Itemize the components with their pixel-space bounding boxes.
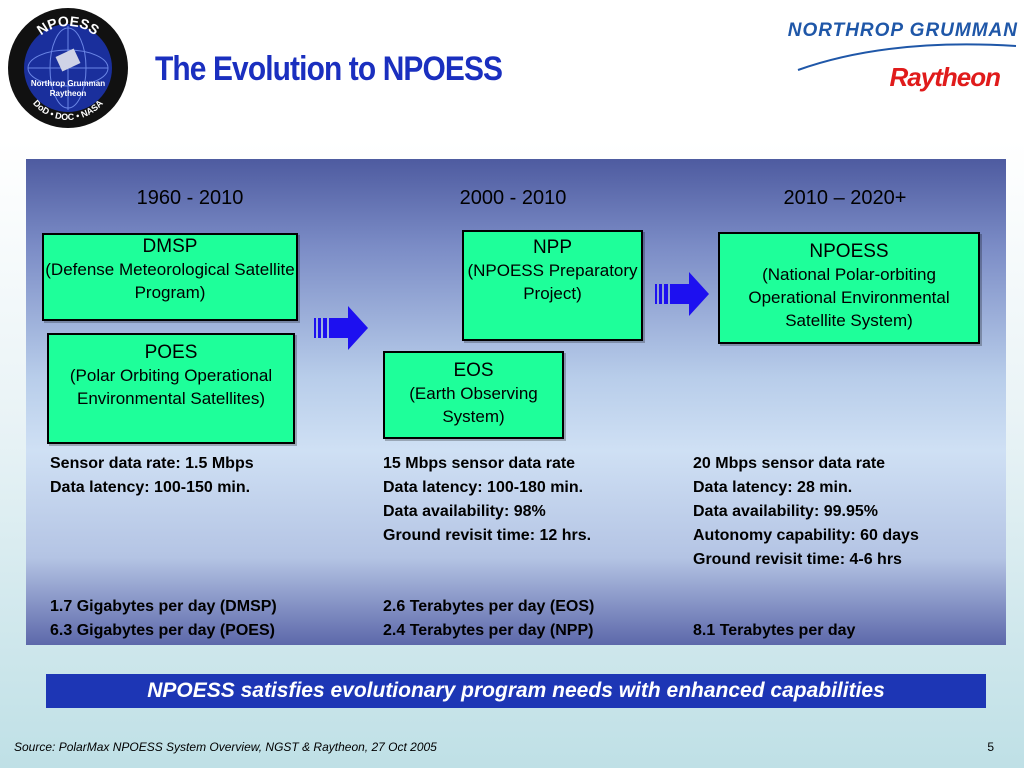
- npoess-name: NPOESS: [809, 241, 889, 262]
- npoess-box: NPOESS (National Polar-orbiting Operatio…: [718, 232, 980, 344]
- era-1: 1960 - 2010: [136, 187, 244, 209]
- eos-name: EOS: [453, 360, 494, 381]
- npp-description: (NPOESS Preparatory Project): [467, 261, 638, 303]
- logo-line2: Raytheon: [50, 89, 87, 98]
- raytheon-logo: Raytheon: [889, 62, 1001, 92]
- era-3: 2010 – 2020+: [783, 187, 907, 209]
- stat-line: Data availability: 98%: [383, 503, 546, 520]
- stats-col1: Sensor data rate: 1.5 Mbps Data latency:…: [50, 452, 254, 500]
- stat-line: Data latency: 28 min.: [693, 479, 853, 496]
- conclusion-banner: NPOESS satisfies evolutionary program ne…: [46, 674, 986, 708]
- volume-line: 6.3 Gigabytes per day (POES): [50, 622, 275, 639]
- dmsp-description: (Defense Meteorological Satellite Progra…: [45, 260, 295, 302]
- eos-box: EOS (Earth Observing System): [383, 351, 564, 439]
- volume-line: 2.6 Terabytes per day (EOS): [383, 598, 595, 615]
- volumes-col3: 8.1 Terabytes per day: [693, 619, 855, 643]
- poes-box: POES (Polar Orbiting Operational Environ…: [47, 333, 295, 444]
- arrow-right-icon: [314, 306, 368, 350]
- poes-description: (Polar Orbiting Operational Environmenta…: [69, 366, 273, 408]
- volumes-col2: 2.6 Terabytes per day (EOS) 2.4 Terabyte…: [383, 595, 594, 643]
- npp-name: NPP: [532, 237, 573, 258]
- volumes-col1: 1.7 Gigabytes per day (DMSP) 6.3 Gigabyt…: [50, 595, 277, 643]
- stats-col3: 20 Mbps sensor data rate Data latency: 2…: [693, 452, 919, 572]
- stat-line: Ground revisit time: 12 hrs.: [383, 527, 592, 544]
- stat-line: Ground revisit time: 4-6 hrs: [693, 551, 902, 568]
- era-2: 2000 - 2010: [459, 187, 567, 209]
- slide-title: The Evolution to NPOESS: [155, 50, 503, 88]
- arrow-right-icon: [655, 272, 709, 316]
- dmsp-box: DMSP (Defense Meteorological Satellite P…: [42, 233, 298, 321]
- logo-line1: Northrop Grumman: [31, 79, 105, 88]
- stat-line: Data latency: 100-180 min.: [383, 479, 584, 496]
- stat-line: Data availability: 99.95%: [693, 503, 878, 520]
- npp-box: NPP (NPOESS Preparatory Project): [462, 230, 643, 341]
- corporate-logos: NORTHROP GRUMMAN Raytheon: [768, 8, 1018, 98]
- dmsp-name: DMSP: [142, 236, 198, 257]
- npoess-description: (National Polar-orbiting Operational Env…: [748, 265, 950, 330]
- stat-line: Autonomy capability: 60 days: [693, 527, 919, 544]
- volume-line: 2.4 Terabytes per day (NPP): [383, 622, 594, 639]
- stat-line: Sensor data rate: 1.5 Mbps: [50, 455, 254, 472]
- stats-col2: 15 Mbps sensor data rate Data latency: 1…: [383, 452, 591, 548]
- northrop-grumman-logo: NORTHROP GRUMMAN: [787, 20, 1018, 41]
- eos-description: (Earth Observing System): [409, 384, 538, 426]
- poes-name: POES: [144, 342, 198, 363]
- stat-line: 20 Mbps sensor data rate: [693, 455, 886, 472]
- page-number: 5: [987, 740, 994, 754]
- volume-line: 8.1 Terabytes per day: [693, 622, 856, 639]
- stat-line: Data latency: 100-150 min.: [50, 479, 251, 496]
- source-citation: Source: PolarMax NPOESS System Overview,…: [14, 740, 437, 754]
- npoess-logo: NPOESS Northrop Grumman Raytheon DoD • D…: [4, 4, 132, 132]
- stat-line: 15 Mbps sensor data rate: [383, 455, 576, 472]
- volume-line: 1.7 Gigabytes per day (DMSP): [50, 598, 277, 615]
- swoosh-icon: [797, 43, 1017, 71]
